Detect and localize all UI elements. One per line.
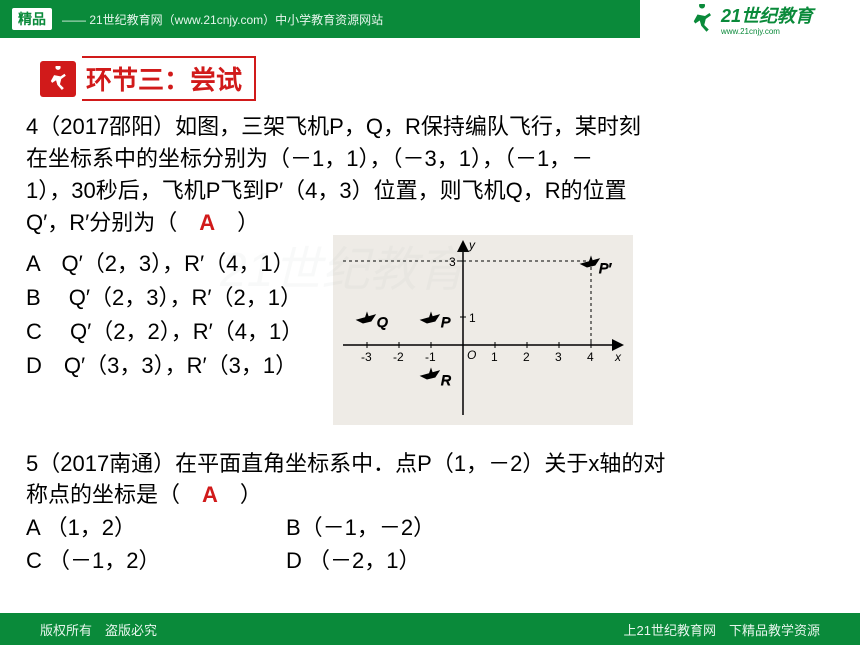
q5-line2-pre: 称点的坐标是（	[26, 482, 202, 507]
q4-line1: 4（2017邵阳）如图，三架飞机P，Q，R保持编队飞行，某时刻	[26, 114, 641, 139]
q5-option-b: B（－1，－2）	[286, 511, 536, 544]
section-title: 环节三：尝试	[82, 56, 256, 101]
q4-line2: 在坐标系中的坐标分别为（－1，1），（－3，1），（－1，－	[26, 146, 593, 171]
top-subtitle: —— 21世纪教育网（www.21cnjy.com）中小学教育资源网站	[62, 11, 383, 28]
q4-option-b: B Q′（2，3），R′（2，1）	[26, 281, 303, 315]
svg-text:4: 4	[587, 350, 594, 364]
q5-line2-post: ）	[218, 482, 262, 507]
q4-line4-pre: Q′，R′分别为（	[26, 210, 199, 235]
q4-coordinate-graph: -3 -2 -1 1 2 3 4 1 3 O	[333, 235, 633, 430]
svg-text:x: x	[614, 350, 622, 364]
svg-text:Q: Q	[377, 314, 388, 330]
q4-body: A Q′（2，3），R′（4，1） B Q′（2，3），R′（2，1） C Q′…	[26, 239, 834, 430]
q4-stem: 4（2017邵阳）如图，三架飞机P，Q，R保持编队飞行，某时刻 在坐标系中的坐标…	[26, 111, 834, 239]
q5-option-d: D （－2，1）	[286, 544, 536, 577]
runner-icon	[687, 4, 717, 34]
svg-text:-3: -3	[361, 350, 372, 364]
svg-text:3: 3	[449, 255, 456, 269]
q5-line1: 5（2017南通）在平面直角坐标系中．点P（1，－2）关于x轴的对	[26, 451, 665, 476]
bottom-right-text: 上21世纪教育网 下精品教学资源	[624, 620, 820, 639]
q4-option-c: C Q′（2，2），R′（4，1）	[26, 315, 303, 349]
svg-text:-1: -1	[425, 350, 436, 364]
svg-text:1: 1	[469, 311, 476, 325]
q4-option-a: A Q′（2，3），R′（4，1）	[26, 247, 303, 281]
q4-answer: A	[199, 210, 215, 235]
copyright-text: 版权所有 盗版必究	[40, 620, 157, 639]
bottom-bar: 版权所有 盗版必究 上21世纪教育网 下精品教学资源	[0, 613, 860, 645]
top-bar: 精品 —— 21世纪教育网（www.21cnjy.com）中小学教育资源网站 2…	[0, 0, 860, 38]
runner-icon-red	[40, 61, 76, 97]
q5-answer: A	[202, 482, 218, 507]
logo-text-wrap: 21世纪教育 www.21cnjy.com	[721, 2, 813, 36]
svg-text:R: R	[441, 372, 451, 388]
svg-text:2: 2	[523, 350, 530, 364]
q5-options: A （1，2） B（－1，－2） C （－1，2） D （－2，1）	[26, 511, 834, 577]
svg-text:O: O	[467, 348, 476, 362]
q5-option-a: A （1，2）	[26, 511, 276, 544]
content-area: 4（2017邵阳）如图，三架飞机P，Q，R保持编队飞行，某时刻 在坐标系中的坐标…	[0, 101, 860, 577]
logo-text-main: 21世纪教育	[721, 6, 813, 26]
q4-line3: 1），30秒后，飞机P飞到P′（4，3）位置，则飞机Q，R的位置	[26, 178, 627, 203]
q4-options: A Q′（2，3），R′（4，1） B Q′（2，3），R′（2，1） C Q′…	[26, 247, 303, 383]
q5-stem: 5（2017南通）在平面直角坐标系中．点P（1，－2）关于x轴的对 称点的坐标是…	[26, 448, 834, 512]
logo-area: 21世纪教育 www.21cnjy.com	[640, 0, 860, 38]
svg-text:1: 1	[491, 350, 498, 364]
svg-text:-2: -2	[393, 350, 404, 364]
svg-text:P: P	[441, 314, 451, 330]
svg-text:3: 3	[555, 350, 562, 364]
section-header: 环节三：尝试	[40, 56, 860, 101]
question-4: 4（2017邵阳）如图，三架飞机P，Q，R保持编队飞行，某时刻 在坐标系中的坐标…	[26, 111, 834, 430]
logo-text-sub: www.21cnjy.com	[721, 28, 813, 36]
svg-text:y: y	[468, 238, 476, 252]
q4-line4-post: ）	[215, 210, 259, 235]
q4-option-d: D Q′（3，3），R′（3，1）	[26, 349, 303, 383]
question-5: 5（2017南通）在平面直角坐标系中．点P（1，－2）关于x轴的对 称点的坐标是…	[26, 448, 834, 578]
q5-option-c: C （－1，2）	[26, 544, 276, 577]
jingpin-badge: 精品	[12, 8, 52, 30]
svg-text:P′: P′	[599, 260, 612, 276]
